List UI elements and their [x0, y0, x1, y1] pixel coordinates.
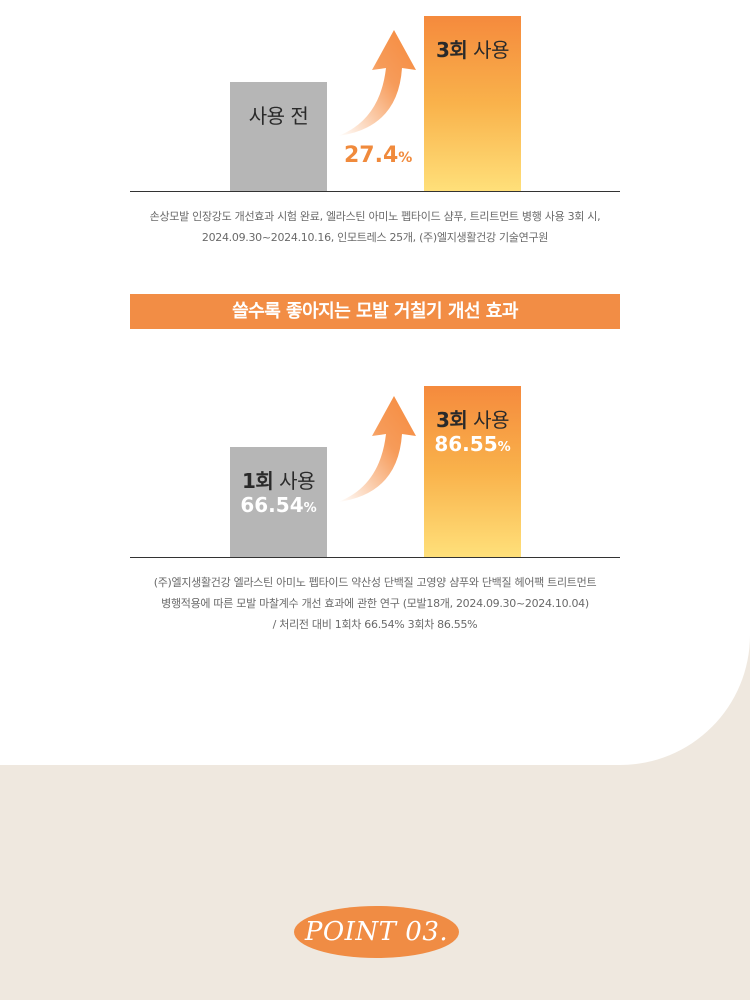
chart1-caption-line: 2024.09.30~2024.10.16, 인모트레스 25개, (주)엘지생… [201, 231, 549, 244]
section-banner: 쓸수록 좋아지는 모발 거칠기 개선 효과 [130, 294, 620, 329]
bar-1-use-label-count: 1회 [242, 469, 274, 493]
bar-3-uses-value: 86.55% [424, 432, 521, 456]
chart1-caption-line: 손상모발 인장강도 개선효과 시험 완료, 엘라스틴 아미노 펩타이드 샴푸, … [149, 210, 601, 223]
increase-percentage-unit: % [398, 150, 413, 166]
bar-1-use-value-unit: % [303, 501, 317, 516]
white-content-panel [0, 0, 750, 765]
bar-3-uses-label-text: 사용 [467, 408, 509, 432]
bar-after-3-uses-label: 3회 사용 [424, 34, 521, 63]
chart2-caption-line: 병행적용에 따른 모발 마찰계수 개선 효과에 관한 연구 (모발18개, 20… [161, 597, 589, 610]
bar-1-use-label-text: 사용 [273, 469, 315, 493]
bar-after-3-uses-label-count: 3회 [436, 38, 468, 62]
bar-3-uses: 3회 사용 86.55% [424, 386, 521, 557]
chart1-baseline [130, 191, 620, 192]
bar-1-use-value-number: 66.54 [240, 493, 304, 517]
point-badge: POINT 03. [294, 906, 459, 958]
bar-before-use: 사용 전 [230, 82, 327, 192]
increase-percentage: 27.4% [344, 143, 412, 168]
bar-3-uses-value-number: 86.55 [434, 432, 498, 456]
tensile-strength-chart: 사용 전 27.4% 3회 사용 [130, 0, 620, 195]
bar-1-use: 1회 사용 66.54% [230, 447, 327, 557]
bar-after-3-uses-label-text: 사용 [467, 38, 509, 62]
bar-1-use-value: 66.54% [230, 493, 327, 517]
bar-after-3-uses: 3회 사용 [424, 16, 521, 192]
roughness-improvement-chart: 1회 사용 66.54% 3회 사용 86.55% [130, 370, 620, 560]
increase-arrow-icon [338, 30, 416, 136]
increase-percentage-value: 27.4 [344, 143, 399, 168]
chart2-baseline [130, 557, 620, 558]
bar-3-uses-value-unit: % [497, 440, 511, 455]
bar-3-uses-label-count: 3회 [436, 408, 468, 432]
chart1-caption: 손상모발 인장강도 개선효과 시험 완료, 엘라스틴 아미노 펩타이드 샴푸, … [0, 206, 750, 248]
chart2-caption-line: (주)엘지생활건강 엘라스틴 아미노 펩타이드 약산성 단백질 고영양 샴푸와 … [153, 576, 597, 589]
chart2-caption: (주)엘지생활건강 엘라스틴 아미노 펩타이드 약산성 단백질 고영양 샴푸와 … [0, 572, 750, 635]
bar-3-uses-label: 3회 사용 [424, 404, 521, 433]
bar-before-use-label: 사용 전 [248, 104, 309, 128]
bar-1-use-label: 1회 사용 [230, 465, 327, 494]
increase-arrow-icon [338, 396, 416, 502]
chart2-caption-line: / 처리전 대비 1회차 66.54% 3회차 86.55% [272, 618, 478, 631]
